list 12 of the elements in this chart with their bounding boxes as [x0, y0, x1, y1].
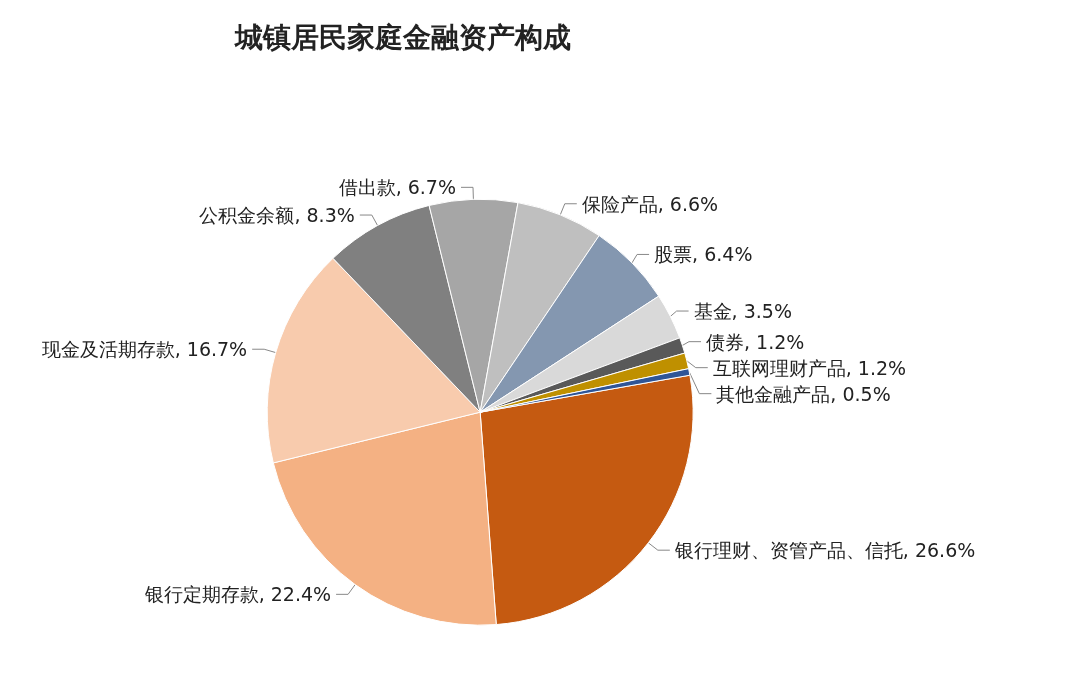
slice-label: 其他金融产品, 0.5% [716, 382, 891, 405]
slice-label: 债券, 1.2% [706, 330, 805, 353]
slice-label: 保险产品, 6.6% [581, 192, 719, 215]
slice-label: 股票, 6.4% [654, 243, 753, 266]
chart-title: 城镇居民家庭金融资产构成 [234, 20, 571, 54]
slice-label: 银行理财、资管产品、信托, 26.6% [673, 539, 976, 562]
slice-label: 借出款, 6.7% [338, 176, 457, 199]
slice-label: 基金, 3.5% [693, 300, 792, 323]
slice-label: 互联网理财产品, 1.2% [712, 356, 907, 379]
slice-label: 现金及活期存款, 16.7% [41, 338, 248, 361]
slice-label: 公积金余额, 8.3% [199, 204, 355, 227]
slice-label: 银行定期存款, 22.4% [143, 583, 332, 606]
